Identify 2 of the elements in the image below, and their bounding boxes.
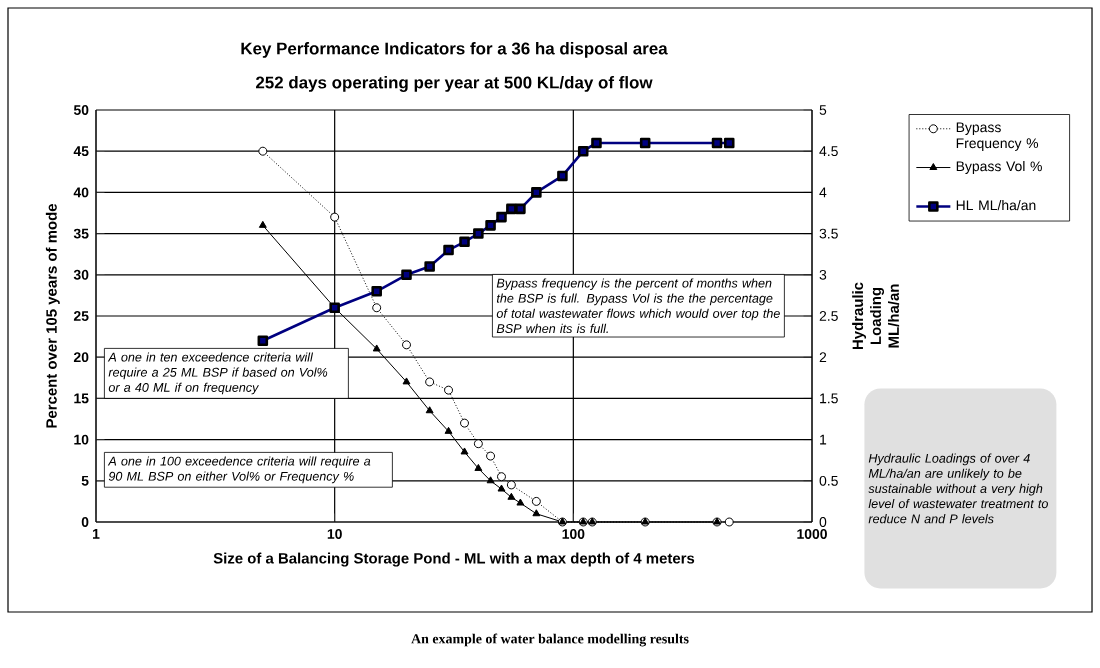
chart-title: Key Performance Indicators for a 36 ha disposal area — [241, 42, 668, 58]
chart-subtitle: 252 days operating per year at 500 KL/day of flow — [255, 76, 653, 92]
